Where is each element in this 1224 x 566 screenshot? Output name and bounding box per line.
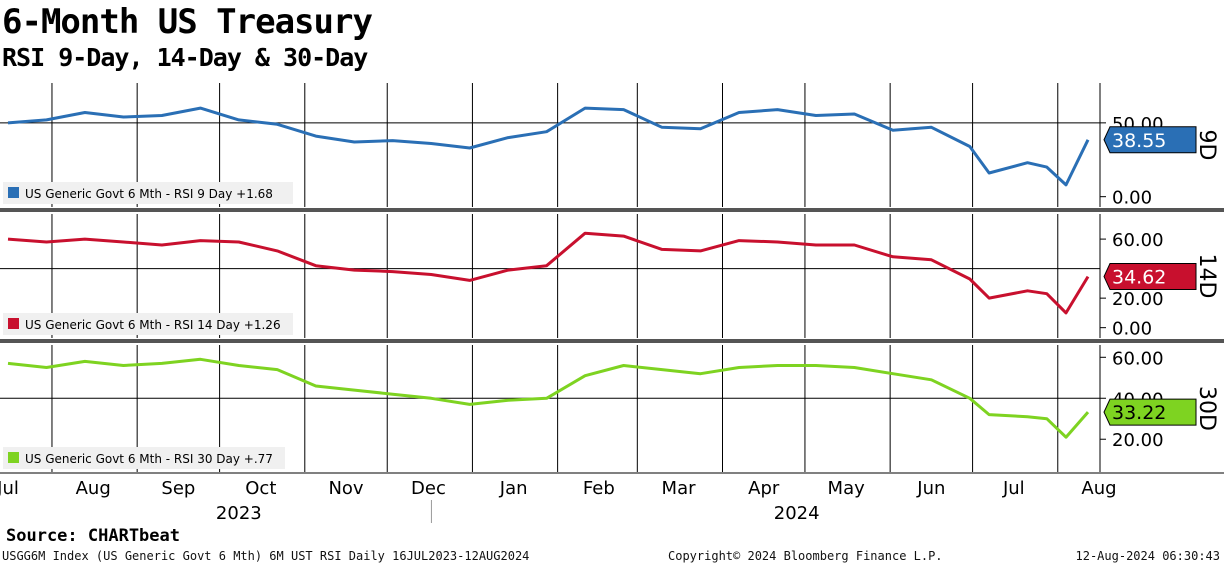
page-title: 6-Month US Treasury [2, 2, 373, 42]
last-value-tag [1103, 263, 1197, 291]
panel-label: 30D [1194, 386, 1219, 431]
x-tick-label: Jan [499, 478, 528, 499]
rsi-series-line [7, 357, 1090, 439]
x-year-label: 2023 [216, 503, 262, 524]
x-tick-label: Feb [583, 478, 615, 499]
panel-separator [0, 339, 1224, 343]
footer-timestamp: 12-Aug-2024 06:30:43 [1075, 549, 1221, 563]
y-tick-label: 20.00 [1112, 289, 1164, 310]
legend-swatch [8, 318, 19, 329]
legend-box [3, 313, 293, 335]
x-tick-label: Jul [1002, 478, 1025, 499]
panel-label: 9D [1194, 130, 1219, 161]
y-tick-label: 60.00 [1112, 230, 1164, 251]
legend-label: US Generic Govt 6 Mth - RSI 30 Day +.77 [25, 452, 273, 466]
y-tick-label: 20.00 [1112, 430, 1164, 451]
rsi-series-line [7, 106, 1090, 187]
last-value-label: 38.55 [1112, 130, 1166, 152]
panel-label: 14D [1194, 254, 1219, 299]
x-tick-label: Jun [916, 478, 945, 499]
legend-swatch [8, 187, 19, 198]
x-tick-label: Aug [1081, 478, 1116, 499]
x-tick-label: May [828, 478, 866, 499]
last-value-tag [1103, 398, 1197, 426]
x-tick-label: Nov [328, 478, 363, 499]
x-tick-label: Sep [161, 478, 195, 499]
legend-label: US Generic Govt 6 Mth - RSI 14 Day +1.26 [25, 318, 281, 332]
x-tick-label: Jul [0, 478, 19, 499]
panel-separator [0, 208, 1224, 212]
panel-14d: 0.00 20.00 60.00 34.62 14D US Generic Govt 6 … [0, 214, 1219, 340]
rsi-series-line [7, 231, 1090, 315]
source-note: Source: CHARTbeat [6, 526, 180, 546]
y-tick-label: 0.00 [1112, 319, 1152, 340]
footer-index-info: USGG6M Index (US Generic Govt 6 Mth) 6M … [2, 549, 530, 563]
x-tick-label: Apr [748, 478, 780, 499]
x-tick-label: Aug [76, 478, 111, 499]
x-year-label: 2024 [774, 503, 820, 524]
x-tick-label: Oct [245, 478, 276, 499]
legend-box [3, 182, 293, 204]
legend-box [3, 447, 285, 469]
page-subtitle: RSI 9-Day, 14-Day & 30-Day [2, 43, 368, 72]
legend: US Generic Govt 6 Mth - RSI 9 Day +1.68 [3, 182, 293, 204]
footer-copyright: Copyright© 2024 Bloomberg Finance L.P. [668, 549, 943, 563]
x-tick-label: Dec [411, 478, 446, 499]
last-value-tag [1103, 126, 1197, 154]
legend: US Generic Govt 6 Mth - RSI 14 Day +1.26 [3, 313, 293, 335]
last-value-label: 34.62 [1112, 267, 1166, 289]
legend: US Generic Govt 6 Mth - RSI 30 Day +.77 [3, 447, 285, 469]
y-tick-label: 0.00 [1112, 188, 1152, 209]
y-tick-label: 60.00 [1112, 348, 1164, 369]
legend-label: US Generic Govt 6 Mth - RSI 9 Day +1.68 [25, 187, 273, 201]
last-value-label: 33.22 [1112, 402, 1166, 424]
legend-swatch [8, 452, 19, 463]
x-tick-label: Mar [662, 478, 697, 499]
